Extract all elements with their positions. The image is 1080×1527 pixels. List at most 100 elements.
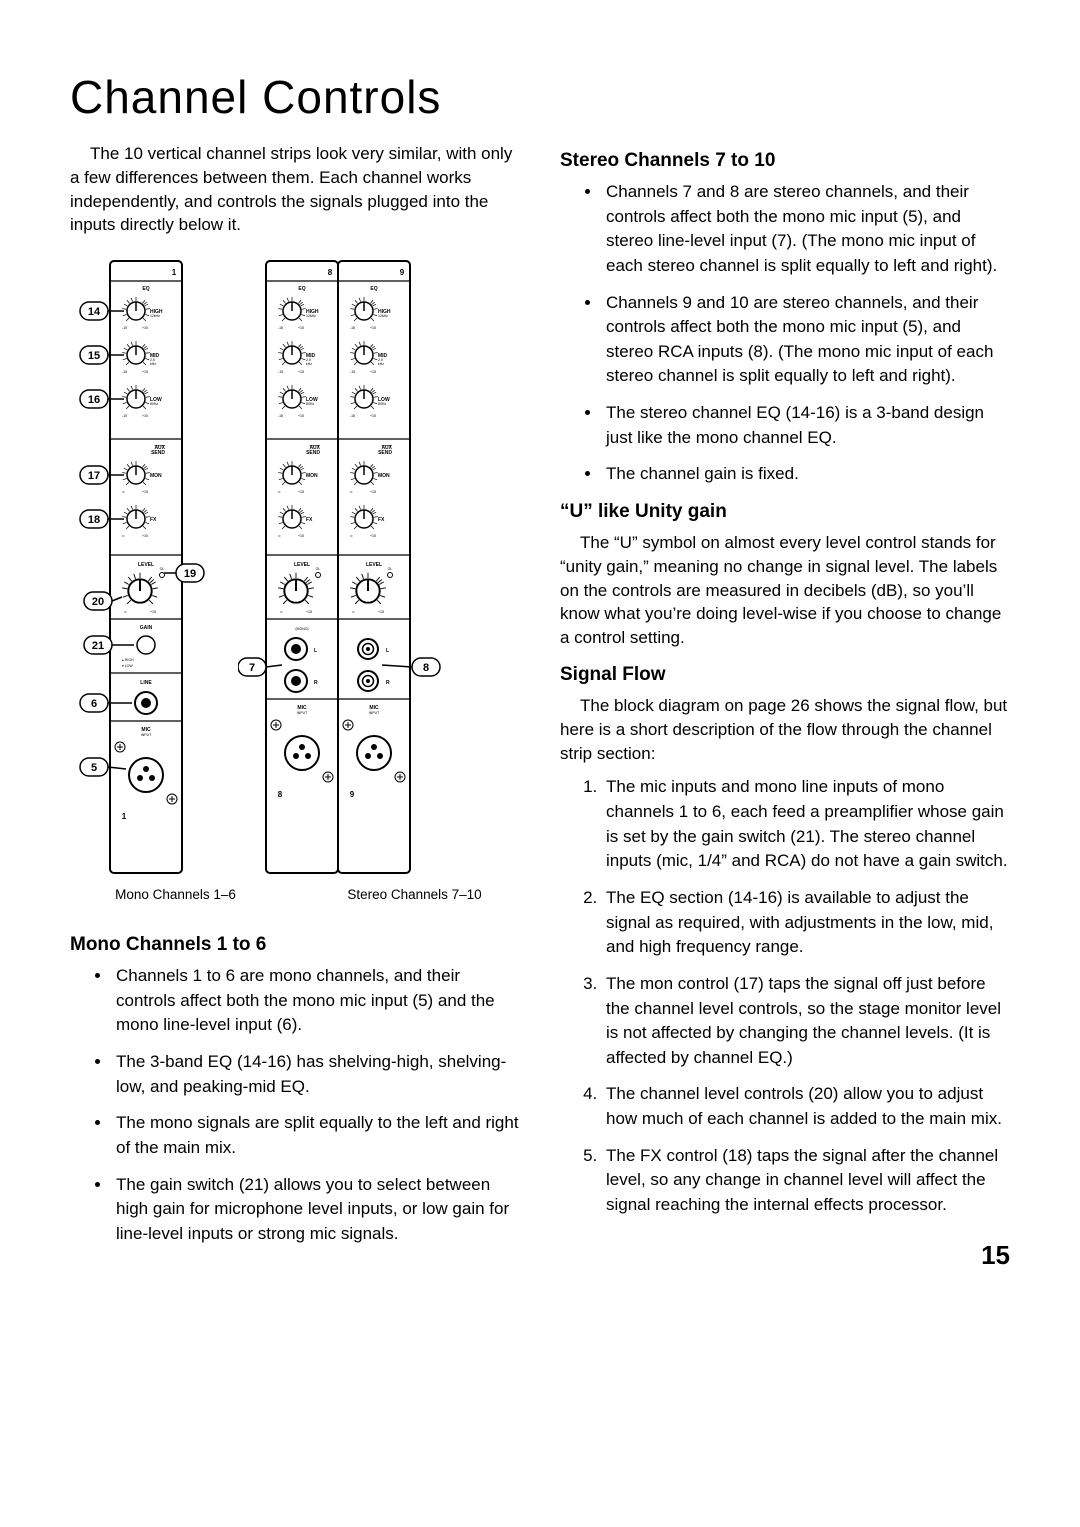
svg-text:+15: +15 (298, 490, 304, 494)
svg-text:R: R (386, 680, 390, 686)
stereo-bullet-list: Channels 7 and 8 are stereo channels, an… (560, 180, 1010, 487)
stereo-diagram-caption: Stereo Channels 7–10 (309, 887, 520, 902)
svg-text:5: 5 (91, 762, 97, 774)
svg-text:∞: ∞ (350, 534, 353, 538)
svg-text:LEVEL: LEVEL (366, 562, 382, 568)
svg-text:80Hz: 80Hz (306, 402, 314, 406)
svg-text:-15: -15 (278, 370, 283, 374)
mono-channel-diagram: 1 EQ HIGH12kHz-15+1514MID2.5kHz-15+1515L… (70, 257, 210, 877)
svg-text:+15: +15 (298, 370, 304, 374)
svg-text:17: 17 (88, 470, 100, 482)
svg-text:+15: +15 (370, 414, 376, 418)
svg-text:L: L (386, 648, 389, 654)
svg-text:+15: +15 (306, 610, 312, 614)
svg-text:18: 18 (88, 514, 100, 526)
list-item: Channels 7 and 8 are stereo channels, an… (602, 180, 1010, 279)
svg-text:9: 9 (400, 268, 405, 277)
unity-heading: “U” like Unity gain (560, 501, 1010, 523)
stereo-channel-diagram: 8 9 EQ EQ HIGH12kHz-15+15HIGH12kHz-15+15… (238, 257, 458, 877)
svg-text:kHz: kHz (306, 362, 312, 366)
svg-text:GAIN: GAIN (140, 625, 153, 631)
svg-text:+15: +15 (370, 490, 376, 494)
svg-text:+15: +15 (150, 610, 156, 614)
svg-text:∞: ∞ (122, 490, 125, 494)
svg-text:-15: -15 (350, 370, 355, 374)
svg-text:∞: ∞ (278, 490, 281, 494)
svg-text:∞: ∞ (124, 610, 127, 614)
flow-list: The mic inputs and mono line inputs of m… (560, 775, 1010, 1217)
svg-text:+15: +15 (370, 326, 376, 330)
flow-heading: Signal Flow (560, 664, 1010, 686)
svg-text:+15: +15 (142, 534, 148, 538)
svg-text:FX: FX (378, 517, 385, 523)
svg-text:1: 1 (172, 268, 177, 277)
svg-text:7: 7 (249, 662, 255, 674)
svg-text:+15: +15 (370, 534, 376, 538)
svg-text:-15: -15 (278, 414, 283, 418)
svg-text:SEND: SEND (306, 450, 320, 456)
svg-text:80Hz: 80Hz (378, 402, 386, 406)
svg-text:EQ: EQ (142, 286, 149, 292)
list-item: The FX control (18) taps the signal afte… (602, 1144, 1010, 1218)
svg-text:OL: OL (388, 567, 393, 571)
svg-text:∞: ∞ (350, 490, 353, 494)
svg-text:MON: MON (378, 473, 390, 479)
list-item: The stereo channel EQ (14-16) is a 3-ban… (602, 401, 1010, 450)
svg-text:-15: -15 (278, 326, 283, 330)
svg-text:∞: ∞ (122, 534, 125, 538)
svg-text:14: 14 (88, 306, 101, 318)
mono-diagram-caption: Mono Channels 1–6 (70, 887, 281, 902)
svg-text:OL: OL (316, 567, 321, 571)
svg-text:+15: +15 (142, 370, 148, 374)
svg-text:MON: MON (150, 473, 162, 479)
svg-text:8: 8 (328, 268, 333, 277)
flow-body: The block diagram on page 26 shows the s… (560, 694, 1010, 765)
list-item: Channels 1 to 6 are mono channels, and t… (112, 964, 520, 1038)
svg-text:80Hz: 80Hz (150, 402, 158, 406)
svg-text:15: 15 (88, 350, 100, 362)
svg-text:12kHz: 12kHz (150, 314, 160, 318)
svg-text:19: 19 (184, 568, 196, 580)
list-item: The channel gain is fixed. (602, 462, 1010, 487)
svg-text:-15: -15 (122, 370, 127, 374)
svg-text:+15: +15 (142, 326, 148, 330)
svg-text:16: 16 (88, 394, 100, 406)
page-number: 15 (981, 1240, 1010, 1271)
unity-body: The “U” symbol on almost every level con… (560, 531, 1010, 650)
svg-text:+15: +15 (298, 326, 304, 330)
svg-text:+15: +15 (370, 370, 376, 374)
list-item: The EQ section (14-16) is available to a… (602, 886, 1010, 960)
svg-text:+15: +15 (298, 414, 304, 418)
svg-text:8: 8 (278, 790, 283, 799)
svg-text:LEVEL: LEVEL (294, 562, 310, 568)
list-item: The channel level controls (20) allow yo… (602, 1082, 1010, 1131)
svg-text:LEVEL: LEVEL (138, 562, 154, 568)
svg-text:20: 20 (92, 596, 104, 608)
svg-text:9: 9 (350, 790, 355, 799)
svg-text:21: 21 (92, 640, 104, 652)
svg-text:1: 1 (122, 812, 127, 821)
svg-text:FX: FX (150, 517, 157, 523)
list-item: The mono signals are split equally to th… (112, 1111, 520, 1160)
svg-text:INPUT: INPUT (141, 733, 152, 737)
svg-text:8: 8 (423, 662, 429, 674)
svg-text:SEND: SEND (151, 450, 165, 456)
svg-text:FX: FX (306, 517, 313, 523)
stereo-heading: Stereo Channels 7 to 10 (560, 150, 1010, 172)
list-item: The mon control (17) taps the signal off… (602, 972, 1010, 1071)
list-item: The 3-band EQ (14-16) has shelving-high,… (112, 1050, 520, 1099)
svg-text:+15: +15 (298, 534, 304, 538)
svg-text:12kHz: 12kHz (306, 314, 316, 318)
svg-text:6: 6 (91, 698, 97, 710)
svg-text:∞: ∞ (278, 534, 281, 538)
svg-text:kHz: kHz (378, 362, 384, 366)
svg-text:+15: +15 (142, 490, 148, 494)
svg-text:OL: OL (160, 567, 165, 571)
svg-text:LINE: LINE (140, 680, 152, 686)
svg-text:EQ: EQ (298, 286, 305, 292)
svg-text:-15: -15 (350, 414, 355, 418)
svg-text:INPUT: INPUT (297, 711, 308, 715)
svg-text:INPUT: INPUT (369, 711, 380, 715)
list-item: Channels 9 and 10 are stereo channels, a… (602, 291, 1010, 390)
svg-text:+15: +15 (142, 414, 148, 418)
